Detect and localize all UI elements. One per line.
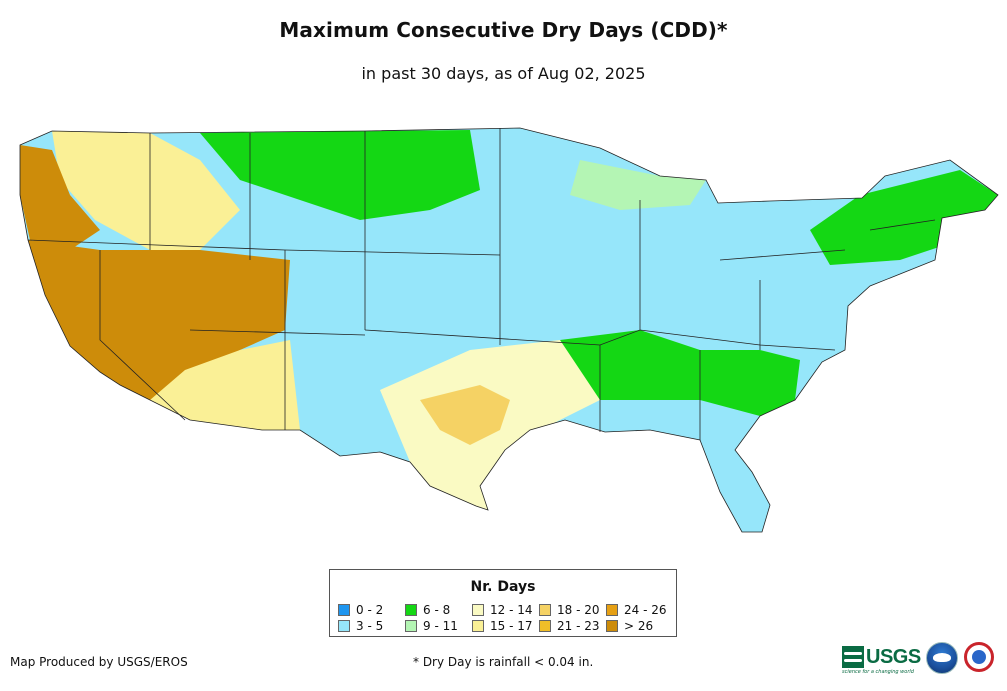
legend-item: 15 - 17: [472, 618, 539, 634]
noaa-logo-icon: [926, 642, 958, 674]
legend-label: 0 - 2: [356, 603, 384, 617]
usgs-logo: USGS: [842, 642, 921, 672]
legend-swatch: [405, 604, 417, 616]
legend-item: 18 - 20: [539, 602, 606, 618]
legend-swatch: [539, 604, 551, 616]
usgs-logo-text: USGS: [866, 645, 921, 668]
map-subtitle: in past 30 days, as of Aug 02, 2025: [361, 64, 646, 83]
legend-label: 12 - 14: [490, 603, 533, 617]
legend-label: 24 - 26: [624, 603, 667, 617]
legend-title: Nr. Days: [470, 579, 536, 595]
nws-logo-icon: [964, 642, 994, 672]
legend-item: 24 - 26: [606, 602, 673, 618]
legend-swatch: [472, 620, 484, 632]
legend: Nr. Days 0 - 2 3 - 5 6 - 8 9 - 11 12 - 1…: [329, 569, 677, 637]
legend-label: > 26: [624, 619, 654, 633]
legend-label: 6 - 8: [423, 603, 451, 617]
legend-item: 6 - 8: [405, 602, 472, 618]
legend-swatch: [539, 620, 551, 632]
legend-swatch: [606, 620, 618, 632]
usgs-tagline: science for a changing world: [842, 669, 914, 675]
legend-swatch: [338, 620, 350, 632]
legend-label: 3 - 5: [356, 619, 384, 633]
map-credit: Map Produced by USGS/EROS: [10, 655, 188, 669]
agency-logos: USGS science for a changing world: [842, 640, 1002, 680]
legend-items: 0 - 2 3 - 5 6 - 8 9 - 11 12 - 14 15 - 17…: [338, 602, 674, 634]
legend-swatch: [472, 604, 484, 616]
legend-item: 3 - 5: [338, 618, 405, 634]
dry-day-footnote: * Dry Day is rainfall < 0.04 in.: [413, 655, 594, 669]
region-desert-southwest: [150, 340, 300, 430]
legend-swatch: [338, 604, 350, 616]
legend-item: 21 - 23: [539, 618, 606, 634]
state-boundaries: [19, 127, 999, 533]
region-great-lakes: [570, 160, 706, 210]
legend-label: 15 - 17: [490, 619, 533, 633]
legend-item: 0 - 2: [338, 602, 405, 618]
legend-label: 9 - 11: [423, 619, 458, 633]
usgs-wave-icon: [842, 646, 864, 668]
legend-label: 21 - 23: [557, 619, 600, 633]
region-northern-plains: [200, 130, 480, 220]
legend-item: 9 - 11: [405, 618, 472, 634]
legend-label: 18 - 20: [557, 603, 600, 617]
map-title: Maximum Consecutive Dry Days (CDD)*: [279, 18, 728, 42]
region-pacific-northwest: [20, 145, 100, 250]
region-california-great-basin: [28, 240, 290, 400]
region-texas-core: [420, 385, 510, 445]
region-southeast: [560, 330, 800, 416]
legend-swatch: [405, 620, 417, 632]
region-northern-rockies: [52, 131, 240, 250]
legend-item: 12 - 14: [472, 602, 539, 618]
legend-item: > 26: [606, 618, 673, 634]
legend-swatch: [606, 604, 618, 616]
cdd-map: [19, 127, 999, 533]
